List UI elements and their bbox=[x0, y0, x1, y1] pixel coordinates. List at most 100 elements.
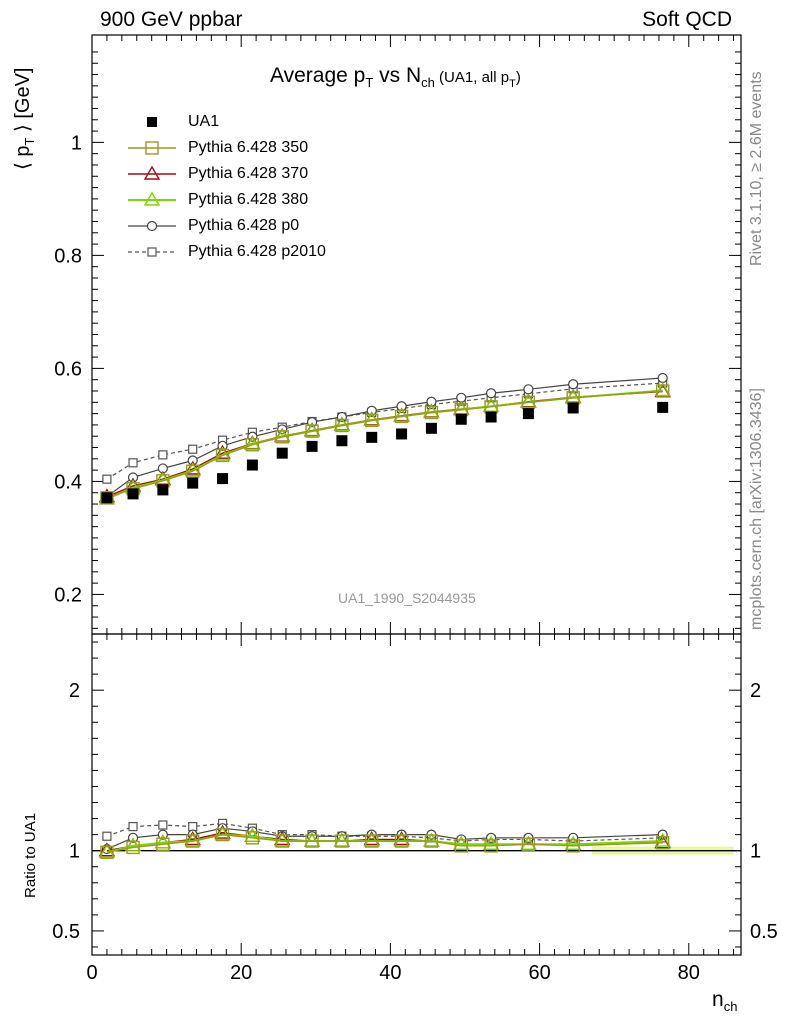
x-tick-label: 60 bbox=[528, 962, 550, 984]
ratio-frame-border bbox=[91, 633, 742, 956]
ratio-series-p380-point bbox=[564, 835, 582, 850]
series-p0-point bbox=[306, 416, 318, 428]
y-tick-label: 0.2 bbox=[54, 584, 82, 606]
ratio-series-p350-point bbox=[186, 834, 200, 848]
series-p0-point bbox=[568, 379, 579, 390]
series-p2010-line bbox=[106, 382, 663, 480]
y-tick-label: 0.6 bbox=[54, 358, 82, 380]
ratio-series-p380-point bbox=[520, 835, 537, 850]
series-p350-point bbox=[394, 409, 409, 424]
data-point-ua1 bbox=[336, 435, 348, 447]
title-prefix: Average p bbox=[270, 64, 366, 87]
title-note: (UA1, all p bbox=[434, 69, 510, 86]
ratio-series-p2010-point bbox=[128, 821, 138, 832]
ratio-series-p350-line bbox=[106, 833, 663, 853]
series-p350-point bbox=[215, 448, 230, 463]
y-tick-label: 0.4 bbox=[54, 471, 82, 493]
series-p350-point bbox=[275, 430, 289, 444]
ratio-series-p350-point bbox=[335, 834, 349, 848]
data-point-ua1 bbox=[276, 447, 288, 459]
ratio-series-p350-point bbox=[215, 827, 230, 842]
series-p350-point bbox=[305, 424, 319, 438]
ratio-series-p350-point bbox=[566, 839, 580, 853]
ratio-tick-label-left: 1 bbox=[69, 841, 80, 863]
ratio-tick-label-left: 0.5 bbox=[52, 921, 80, 943]
series-p370-point bbox=[214, 444, 231, 459]
y-tick-label: 0.8 bbox=[54, 245, 82, 267]
ratio-series-p350-point bbox=[521, 837, 536, 851]
ratio-tick-label-right: 0.5 bbox=[750, 921, 778, 943]
data-point-ua1 bbox=[522, 408, 534, 420]
ratio-series-p370-point bbox=[214, 824, 231, 839]
x-tick-label: 80 bbox=[678, 962, 700, 984]
mcplots-credit-label: mcplots.cern.ch [arXiv:1306.3436] bbox=[748, 388, 765, 630]
ratio-series-p350-point bbox=[156, 837, 170, 851]
ratio-series-p350-point bbox=[424, 834, 439, 848]
series-p0-point bbox=[523, 384, 534, 395]
ratio-series-p380-point bbox=[654, 832, 671, 847]
legend-label-350: Pythia 6.428 350 bbox=[188, 139, 309, 156]
ratio-series-p350-point bbox=[245, 831, 260, 845]
ratio-series-p350-point bbox=[655, 835, 670, 850]
data-point-ua1 bbox=[657, 401, 669, 413]
data-point-ua1 bbox=[157, 484, 169, 496]
x-tick-label: 20 bbox=[230, 962, 252, 984]
series-p380-point bbox=[654, 382, 671, 397]
legend-label-ua1: UA1 bbox=[188, 113, 220, 130]
ratio-series-p380-point bbox=[482, 835, 500, 850]
data-point-ua1 bbox=[101, 492, 113, 504]
analysis-tag: UA1_1990_S2044935 bbox=[338, 590, 476, 606]
legend-label-p2010: Pythia 6.428 p2010 bbox=[188, 243, 326, 260]
data-point-ua1 bbox=[187, 477, 199, 489]
x-axis-label: nch bbox=[712, 988, 738, 1015]
data-point-ua1 bbox=[396, 428, 408, 440]
ratio-series-p2010-point bbox=[102, 831, 112, 841]
series-p2010-point bbox=[188, 444, 198, 454]
series-p350-point bbox=[186, 464, 200, 478]
series-p350-line bbox=[106, 390, 663, 499]
ratio-series-p2010-point bbox=[158, 820, 168, 830]
ratio-series-p380-point bbox=[393, 832, 410, 847]
ratio-series-p350-point bbox=[100, 845, 114, 859]
series-p380-point bbox=[482, 397, 500, 412]
title-pt-subscript: T bbox=[365, 75, 374, 91]
data-point-ua1 bbox=[366, 431, 378, 443]
data-point-ua1 bbox=[306, 440, 318, 452]
ratio-series-p380-point bbox=[214, 826, 231, 841]
data-point-ua1 bbox=[217, 473, 229, 485]
series-p2010-point bbox=[102, 474, 112, 484]
ratio-series-p350-point bbox=[275, 834, 289, 848]
series-p2010-point bbox=[128, 458, 138, 468]
series-p350-point bbox=[100, 491, 114, 505]
title-nch-subscript: ch bbox=[421, 75, 435, 91]
series-p350-point bbox=[335, 418, 349, 433]
ratio-series-p370-point bbox=[274, 831, 291, 846]
rivet-version-label: Rivet 3.1.10, ≥ 2.6M events bbox=[748, 71, 765, 266]
ratio-series-p380-point bbox=[303, 832, 321, 847]
data-point-ua1 bbox=[127, 488, 139, 500]
ratio-tick-label-left: 2 bbox=[69, 680, 80, 702]
ratio-series-p350-point bbox=[454, 839, 468, 853]
ratio-series-p380-point bbox=[154, 834, 172, 849]
series-p350-point bbox=[365, 413, 379, 428]
ratio-series-p380-point bbox=[244, 827, 261, 842]
ratio-series-p350-point bbox=[365, 834, 379, 848]
y-axis-label: ⟨ pT ⟩ [GeV] bbox=[12, 67, 37, 171]
y-tick-label: 1 bbox=[71, 132, 82, 154]
series-p0-point bbox=[657, 372, 668, 384]
title-middle: vs N bbox=[373, 64, 422, 87]
title-note-subscript: T bbox=[509, 78, 516, 91]
series-p350-point bbox=[424, 405, 439, 420]
ratio-series-p350-point bbox=[484, 839, 498, 853]
title-note-suffix: ) bbox=[515, 69, 521, 86]
ratio-axis-label: Ratio to UA1 bbox=[22, 812, 39, 898]
ratio-series-p350-point bbox=[394, 834, 409, 848]
ratio-series-p350-point bbox=[305, 834, 319, 848]
ratio-series-p370-point bbox=[363, 831, 380, 846]
energy-label: 900 GeV ppbar bbox=[100, 8, 243, 31]
ratio-series-p380-point bbox=[363, 832, 380, 847]
category-label: Soft QCD bbox=[642, 8, 732, 31]
ratio-series-p370-point bbox=[184, 831, 201, 846]
ratio-series-p380-point bbox=[423, 832, 440, 847]
